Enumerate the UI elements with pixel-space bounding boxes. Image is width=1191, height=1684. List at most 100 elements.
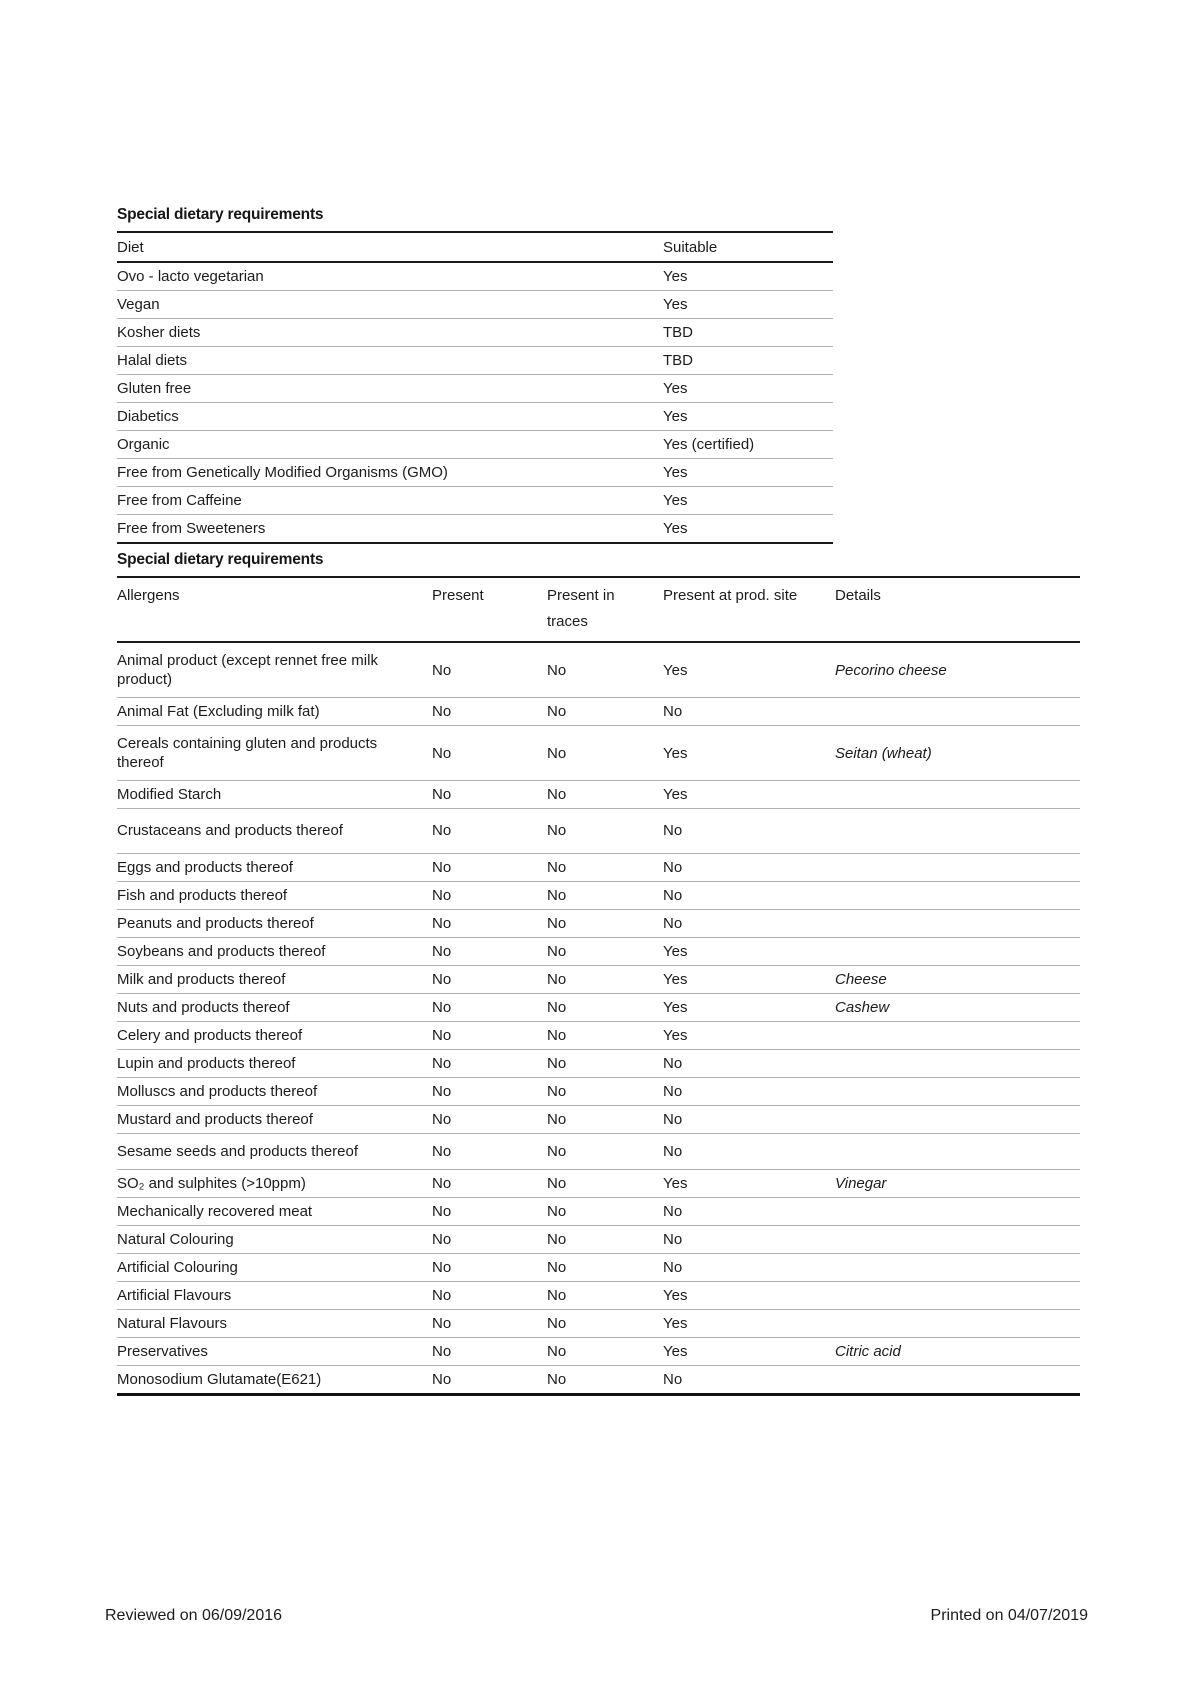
diet-cell: Kosher diets: [117, 318, 663, 347]
details-cell: [835, 697, 1080, 726]
details-cell: [835, 1366, 1080, 1395]
traces-cell: No: [547, 1133, 663, 1170]
traces-cell: No: [547, 808, 663, 854]
diet-cell: Gluten free: [117, 374, 663, 403]
traces-cell: No: [547, 1281, 663, 1310]
details-cell: [835, 1133, 1080, 1170]
suitable-cell: Yes: [663, 402, 833, 431]
table-row: Nuts and products thereof No No Yes Cashew: [117, 993, 1080, 1022]
traces-cell: No: [547, 1021, 663, 1050]
present-cell: No: [432, 1105, 547, 1134]
allergens-column-header: Allergens: [117, 577, 432, 643]
traces-cell: No: [547, 725, 663, 781]
prod-site-cell: Yes: [663, 1309, 835, 1338]
details-cell: [835, 937, 1080, 966]
details-column-header: Details: [835, 577, 1080, 643]
present-cell: No: [432, 1049, 547, 1078]
allergen-table: Allergens Present Present in traces Pres…: [117, 576, 1080, 1396]
allergen-cell: Natural Colouring: [117, 1225, 432, 1254]
traces-cell: No: [547, 1197, 663, 1226]
table-row: Mechanically recovered meat No No No: [117, 1197, 1080, 1226]
allergen-section-title: Special dietary requirements: [117, 551, 324, 568]
prod-site-cell: Yes: [663, 937, 835, 966]
allergen-cell: Molluscs and products thereof: [117, 1077, 432, 1106]
table-row: Preservatives No No Yes Citric acid: [117, 1337, 1080, 1366]
traces-cell: No: [547, 1105, 663, 1134]
table-row: Lupin and products thereof No No No: [117, 1049, 1080, 1078]
table-row: Modified Starch No No Yes: [117, 780, 1080, 809]
allergen-cell: Fish and products thereof: [117, 881, 432, 910]
traces-cell: No: [547, 1169, 663, 1198]
present-cell: No: [432, 1133, 547, 1170]
table-row: Free from Caffeine Yes: [117, 486, 833, 515]
present-cell: No: [432, 965, 547, 994]
allergen-section: Special dietary requirements Allergens P…: [117, 549, 1080, 1396]
table-row: Kosher diets TBD: [117, 318, 833, 347]
traces-cell: No: [547, 965, 663, 994]
present-cell: No: [432, 642, 547, 698]
table-row: Animal Fat (Excluding milk fat) No No No: [117, 697, 1080, 726]
page-footer: Reviewed on 06/09/2016 Printed on 04/07/…: [105, 1606, 1088, 1626]
prod-site-cell: No: [663, 1371, 683, 1388]
traces-cell: No: [547, 853, 663, 882]
table-row: Peanuts and products thereof No No No: [117, 909, 1080, 938]
traces-cell: No: [547, 1225, 663, 1254]
present-cell: No: [432, 1197, 547, 1226]
suitable-cell: Yes: [663, 374, 833, 403]
table-row: Organic Yes (certified): [117, 430, 833, 459]
diet-cell: Diabetics: [117, 402, 663, 431]
allergen-cell: Crustaceans and products thereof: [117, 808, 432, 854]
details-cell: Cashew: [835, 993, 1080, 1022]
table-row: Molluscs and products thereof No No No: [117, 1077, 1080, 1106]
suitable-cell: Yes: [663, 290, 833, 319]
present-cell: No: [432, 1309, 547, 1338]
details-cell: [835, 1021, 1080, 1050]
printed-on-text: Printed on 04/07/2019: [930, 1607, 1088, 1624]
table-row: Artificial Flavours No No Yes: [117, 1281, 1080, 1310]
allergen-cell: SO₂ and sulphites (>10ppm): [117, 1169, 432, 1198]
suitable-cell: Yes: [663, 486, 833, 515]
traces-cell: No: [547, 697, 663, 726]
prod-site-cell: Yes: [663, 1021, 835, 1050]
details-cell: [835, 780, 1080, 809]
details-cell: [835, 1077, 1080, 1106]
suitable-cell: Yes: [663, 520, 688, 537]
details-cell: [835, 1105, 1080, 1134]
present-cell: No: [432, 1281, 547, 1310]
details-cell: [835, 1049, 1080, 1078]
table-row: Milk and products thereof No No Yes Cheese: [117, 965, 1080, 994]
details-cell: [835, 853, 1080, 882]
allergen-table-header-row: Allergens Present Present in traces Pres…: [117, 577, 1080, 643]
present-cell: No: [432, 1077, 547, 1106]
present-cell: No: [432, 1337, 547, 1366]
prod-site-cell: No: [663, 909, 835, 938]
diet-cell: Halal diets: [117, 346, 663, 375]
table-row: Gluten free Yes: [117, 374, 833, 403]
present-in-traces-column-header: Present in traces: [547, 577, 663, 643]
table-row: SO₂ and sulphites (>10ppm) No No Yes Vinegar: [117, 1169, 1080, 1198]
prod-site-cell: Yes: [663, 642, 835, 698]
suitable-cell: Yes: [663, 458, 833, 487]
details-cell: [835, 1225, 1080, 1254]
present-cell: No: [432, 725, 547, 781]
allergen-cell: Artificial Flavours: [117, 1281, 432, 1310]
allergen-cell: Mechanically recovered meat: [117, 1197, 432, 1226]
traces-cell: No: [547, 993, 663, 1022]
reviewed-on-text: Reviewed on 06/09/2016: [105, 1607, 283, 1624]
prod-site-cell: No: [663, 697, 835, 726]
table-row: Crustaceans and products thereof No No No: [117, 808, 1080, 854]
traces-cell: No: [547, 937, 663, 966]
present-cell: No: [432, 1371, 452, 1388]
diet-section-title: Special dietary requirements: [117, 206, 324, 223]
allergen-cell: Eggs and products thereof: [117, 853, 432, 882]
details-cell: [835, 808, 1080, 854]
table-row: Natural Colouring No No No: [117, 1225, 1080, 1254]
details-cell: Pecorino cheese: [835, 642, 1080, 698]
allergen-cell: Soybeans and products thereof: [117, 937, 432, 966]
table-row: Vegan Yes: [117, 290, 833, 319]
details-cell: [835, 1197, 1080, 1226]
allergen-cell: Peanuts and products thereof: [117, 909, 432, 938]
present-at-prod-site-column-header: Present at prod. site: [663, 577, 835, 643]
present-cell: No: [432, 1225, 547, 1254]
